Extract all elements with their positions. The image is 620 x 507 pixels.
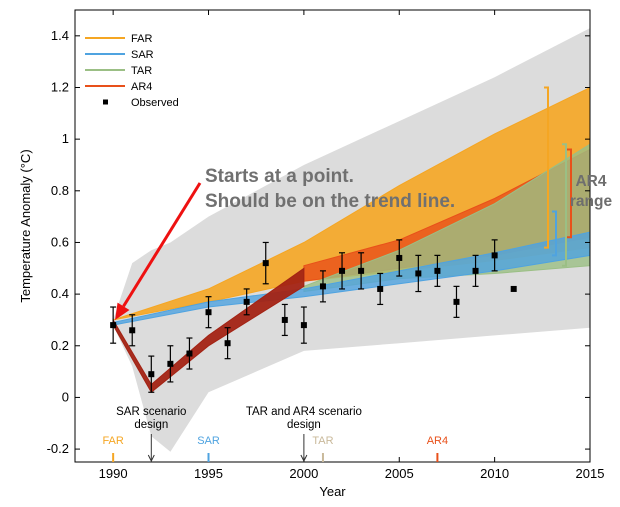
report-marker-label-ar4: AR4 [427, 435, 448, 447]
observed-point [167, 360, 174, 367]
x-tick-label: 2005 [385, 466, 414, 481]
observed-point [319, 283, 326, 290]
y-tick-label: 1 [62, 131, 69, 146]
legend: FAR SAR TAR AR4 Observed [85, 33, 179, 109]
annotation-text: Starts at a point. [205, 166, 354, 187]
observed-point [415, 270, 422, 277]
y-tick-label: 0.8 [51, 183, 69, 198]
design-label-arrow-head [147, 454, 155, 463]
design-label-text: design [287, 419, 321, 431]
annotation-arrow-shaft [122, 182, 202, 308]
y-tick-label: 1.2 [51, 79, 69, 94]
observed-point [396, 254, 403, 261]
design-label-text: TAR and AR4 scenario [246, 406, 362, 418]
plot-frame [74, 9, 591, 463]
observed-point [262, 260, 269, 267]
x-tick-label: 2010 [480, 466, 509, 481]
y-tick-label: 0 [62, 389, 69, 404]
observed-layer [110, 239, 517, 393]
ar4-range-label: AR4 [575, 173, 606, 190]
observed-point [472, 267, 479, 274]
range-bracket-far [544, 86, 549, 249]
legend-label-tar: TAR [131, 65, 152, 77]
legend-label-sar: SAR [131, 49, 154, 61]
observed-point [281, 316, 288, 323]
range-bracket-tar [562, 143, 567, 267]
annotation-arrow-head [115, 302, 130, 320]
observed-point [243, 298, 250, 305]
observed-point [434, 267, 441, 274]
design-label-text: design [134, 419, 168, 431]
observed-point [358, 267, 365, 274]
ar4-range-label: range [570, 193, 613, 210]
annotation-text: Should be on the trend line. [205, 191, 455, 212]
legend-label-observed: Observed [131, 97, 179, 109]
legend-swatch-observed [103, 99, 108, 105]
range-bracket-sar [552, 210, 557, 257]
legend-label-ar4: AR4 [131, 81, 152, 93]
x-tick-label: 1995 [194, 466, 223, 481]
y-tick-label: 0.2 [51, 338, 69, 353]
axes-layer: -0.2 0 0.2 0.4 0.6 0.8 1 1.2 1.4 1990 1995 2000 2005… [18, 9, 605, 499]
report-marker-label-sar: SAR [197, 435, 220, 447]
observed-point [148, 371, 155, 378]
y-tick-label: 0.6 [51, 234, 69, 249]
observed-point [186, 350, 193, 357]
y-tick-label: 0.4 [51, 286, 69, 301]
observed-point [224, 340, 231, 347]
range-bracket-ar4 [567, 148, 572, 239]
x-axis-title: Year [319, 484, 346, 499]
y-tick-label: -0.2 [47, 441, 69, 456]
y-axis-title: Temperature Anomaly (°C) [18, 149, 33, 302]
y-tick-label: 1.4 [51, 28, 69, 43]
x-tick-label: 1990 [99, 466, 128, 481]
observed-point [491, 252, 498, 259]
x-tick-label: 2015 [576, 466, 605, 481]
design-label-text: SAR scenario [116, 406, 186, 418]
observed-point [129, 327, 136, 334]
observed-point [300, 322, 307, 329]
observed-point [339, 267, 346, 274]
observed-point [453, 298, 460, 305]
observed-point [205, 309, 212, 316]
range-brackets-layer: AR4 range [544, 86, 613, 267]
report-marker-label-far: FAR [102, 435, 123, 447]
design-label-arrow-head [300, 454, 308, 463]
x-tick-label: 2000 [289, 466, 318, 481]
report-marker-label-tar: TAR [312, 435, 333, 447]
annotation-layer: Starts at a point. Should be on the trend… [115, 166, 455, 320]
observed-point [377, 285, 384, 292]
legend-label-far: FAR [131, 33, 152, 45]
observed-point [110, 322, 117, 329]
observed-point [510, 285, 517, 292]
